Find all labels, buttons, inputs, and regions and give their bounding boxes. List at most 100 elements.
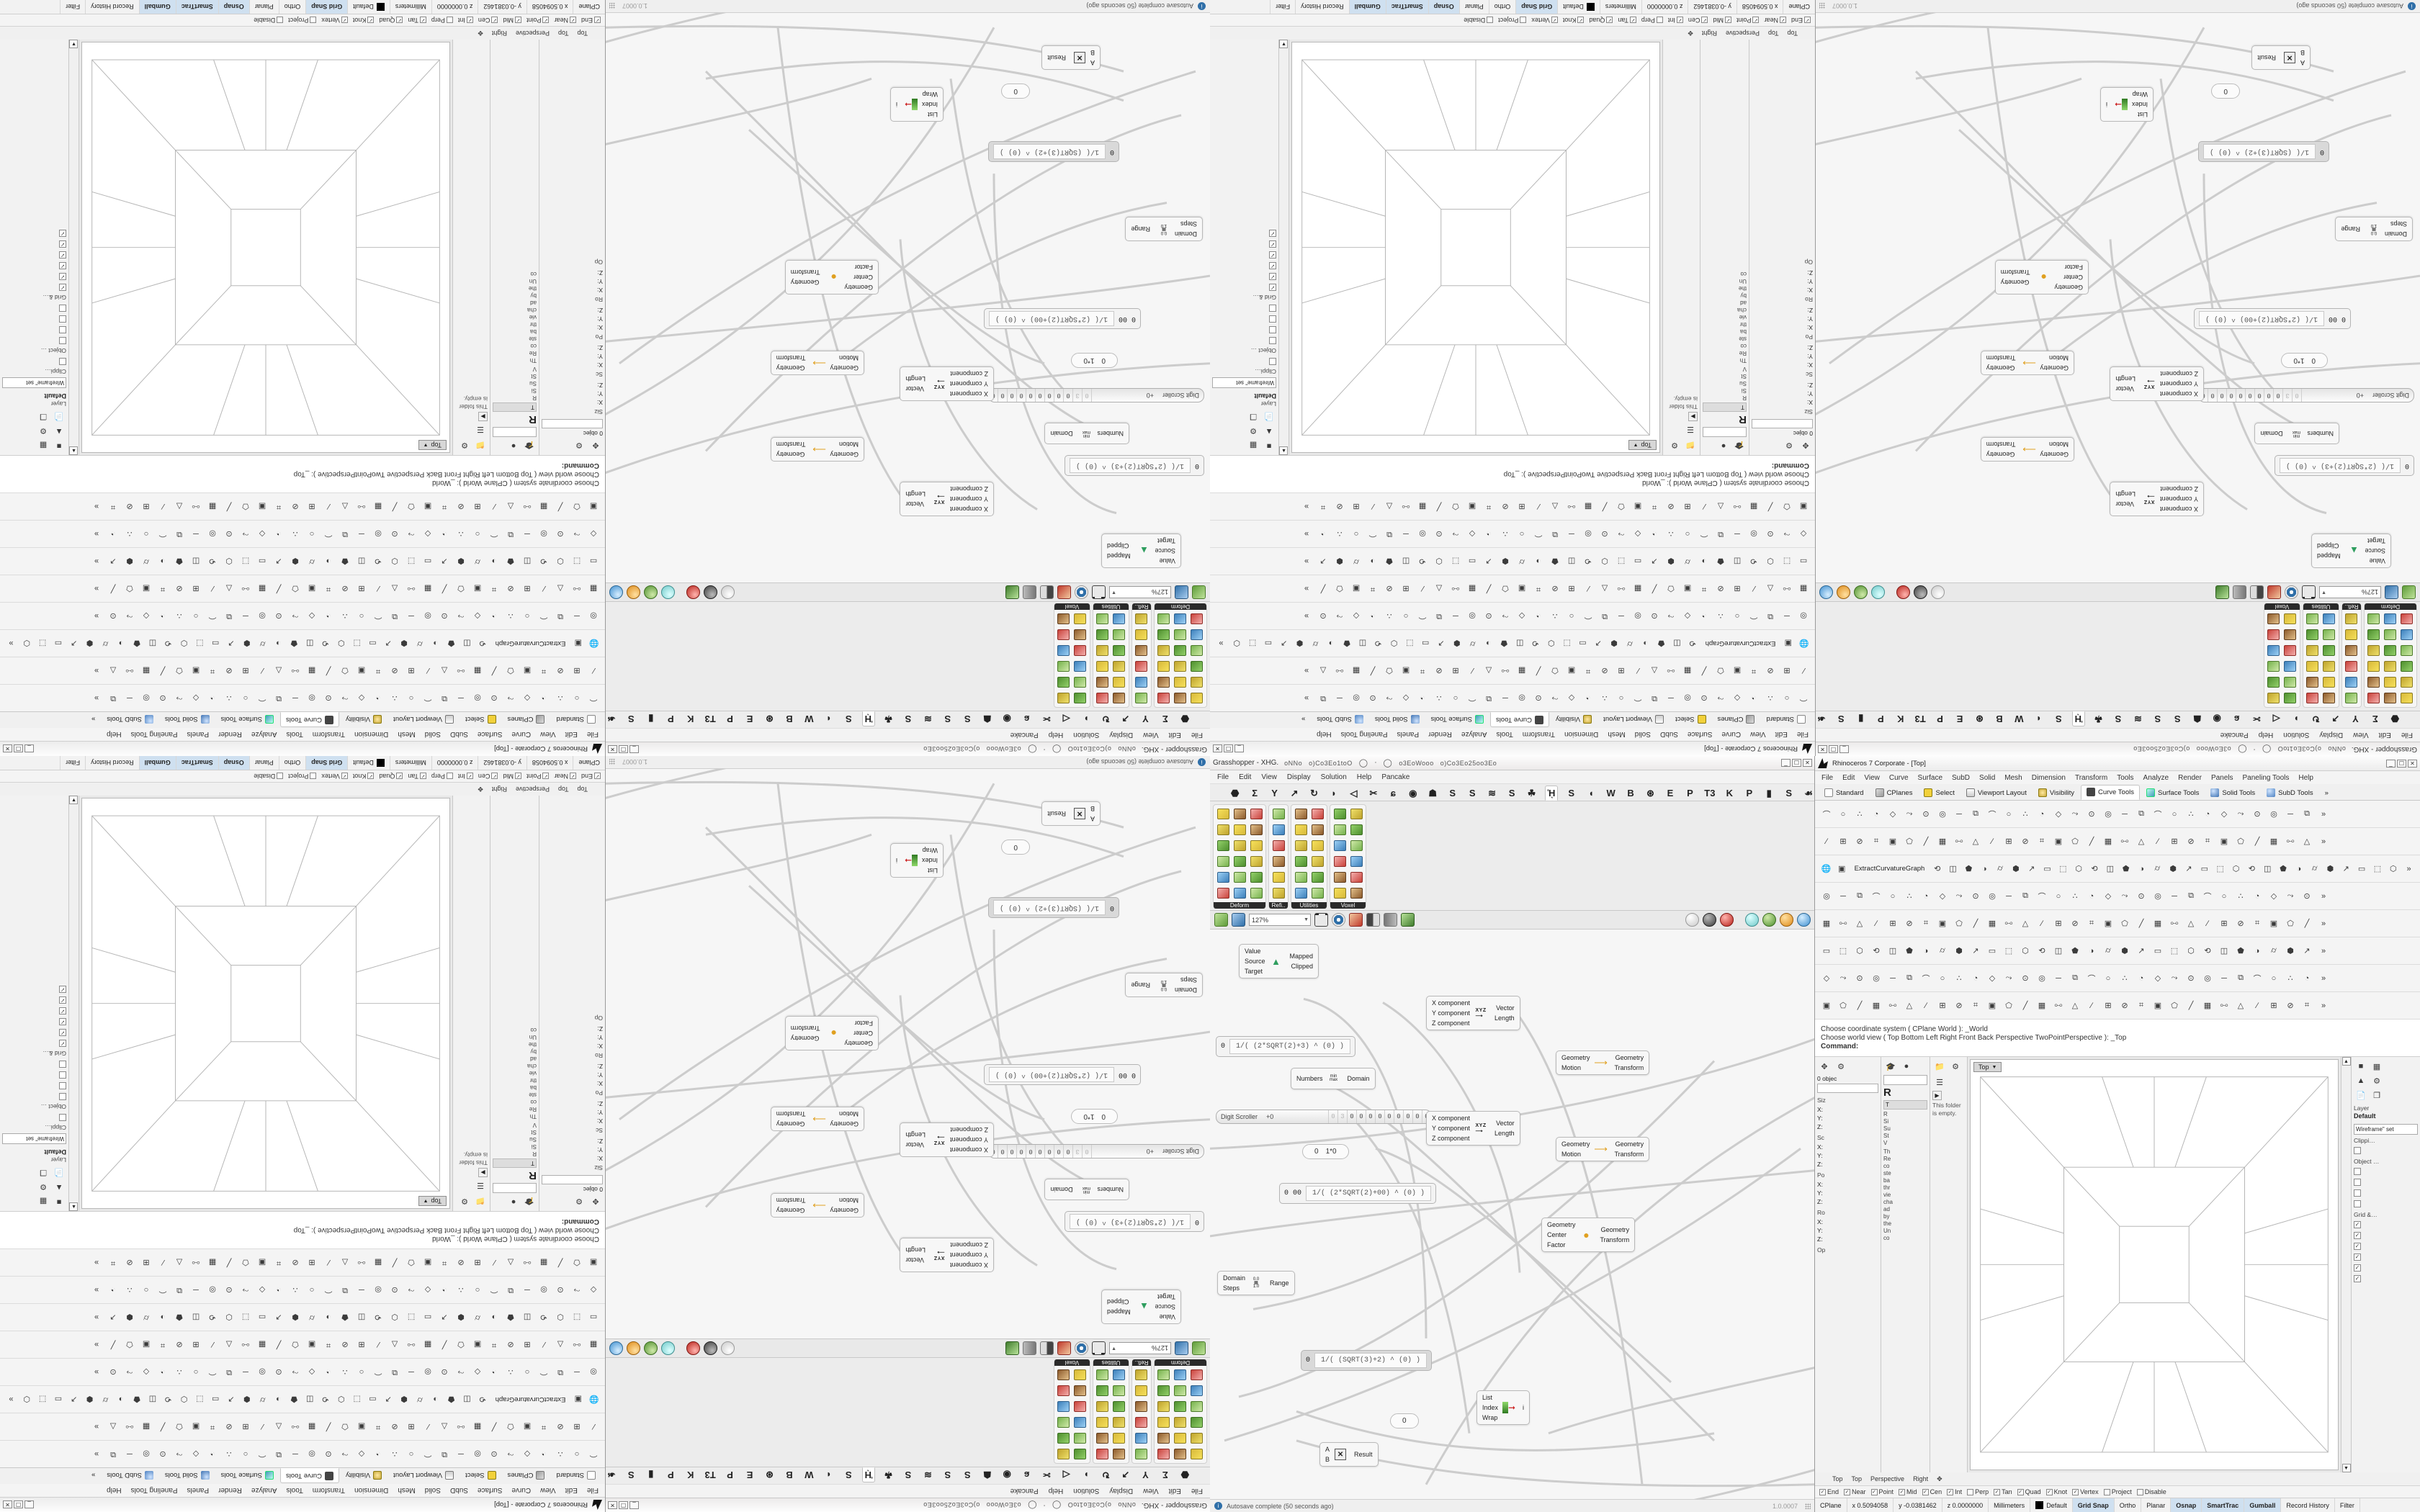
output-port[interactable]: Length	[2115, 490, 2136, 498]
resize-grip-icon[interactable]	[609, 759, 615, 765]
ribbon-component-icon[interactable]	[1156, 1415, 1172, 1430]
gh-component-vec2[interactable]: X component Y component Z component XYZ ⟶ Vec…	[900, 366, 994, 401]
toolbar-icon[interactable]: ∕	[1826, 837, 1827, 846]
toolbar-icon[interactable]: ○	[1840, 809, 1846, 819]
toolbar-icon[interactable]: ⧉	[1436, 612, 1442, 621]
zoom-level-input[interactable]: 127% ▼	[1109, 586, 1171, 598]
gh-menu-pancake[interactable]: Pancake	[2220, 731, 2249, 739]
grasshopper-tabbar[interactable]: ⬣ Σ Υ ↗ ↻ ◗ ◁ ✂ ɕ ◉ ☗ S S ≋ S ☘ ᾙ S ◖ W B ⊛ E P T3 K P ▮ S ☙	[605, 1467, 1210, 1484]
toolbar-icon[interactable]: ◇	[1939, 892, 1946, 901]
ribbon-component-icon[interactable]	[2399, 690, 2415, 706]
toolbar-icon[interactable]: ⬠	[2121, 919, 2128, 928]
toolbar-more-icon[interactable]: »	[1304, 666, 1309, 675]
toolbar-icon[interactable]: ⊞	[358, 1340, 365, 1349]
toolbar-icon[interactable]: ◎	[474, 1449, 481, 1458]
toolbar-more-icon[interactable]: »	[1304, 611, 1309, 621]
toolbar-icon[interactable]: ↗	[441, 1313, 448, 1321]
toolbar-icon[interactable]: ◎	[424, 1367, 431, 1376]
menu-hamburger-icon[interactable]: ☰	[477, 425, 484, 434]
toolbar-icon[interactable]: △	[2303, 837, 2311, 846]
expr-input-label[interactable]: 0	[1131, 1071, 1136, 1079]
rhino-toolbar-row-2[interactable]: ∕ ⊞ ⊘ ⌗ ▣ ⬠ ╱ ▦ ⧟ △ ∕ ⊞ ⊘ ⌗ ▣ ⬠ ╱ ▦ ⧟ △ ∕ ⊞ ⊘ ⌗ ▣ ⬠ ╱ ▦ ⧟ △»	[0, 1413, 605, 1440]
toolbar-icon[interactable]: ⬡	[2075, 865, 2083, 873]
toolbar-icon[interactable]: ◔	[1370, 611, 1376, 621]
toolbar-icon[interactable]: ◇	[524, 1449, 531, 1458]
toolbar-icon[interactable]: ⟲	[209, 1313, 216, 1321]
output-port[interactable]: Geometry	[776, 1120, 805, 1128]
toolbar-icon[interactable]: ⬟	[1551, 557, 1559, 565]
toolbar-icon[interactable]: ⬚	[407, 557, 416, 565]
scroller-digit[interactable]: 0	[2246, 389, 2255, 402]
ribbon-component-icon[interactable]	[2282, 690, 2298, 706]
grasshopper-ribbon[interactable]: Deform Refi.. Utilities Voxel	[1815, 601, 2420, 711]
gumball-icon[interactable]: ✥	[1821, 1062, 1828, 1071]
toolbar-icon[interactable]: ○	[2056, 891, 2061, 901]
toolbar-icon[interactable]: ◫	[463, 639, 471, 647]
toolbar-icon[interactable]: ⊘	[176, 584, 183, 593]
checkbox-checked[interactable]: ✓	[59, 1018, 66, 1026]
chevron-down-icon[interactable]: ▼	[423, 1198, 429, 1204]
toolbar-icon[interactable]: ╱	[442, 584, 447, 593]
toolbar-icon[interactable]: ⊙	[1485, 611, 1492, 620]
input-port[interactable]: Geometry	[830, 364, 859, 372]
toolbar-icon[interactable]: ◔	[1486, 529, 1492, 539]
gh-component-mult2[interactable]: A B ✕ Result	[1041, 801, 1101, 826]
ribbon-group-voxel[interactable]: Voxel	[1054, 603, 1090, 708]
toolbar-icon[interactable]: ⬚	[2059, 865, 2067, 873]
osnap-point[interactable]: ✓ Point	[1870, 1488, 1894, 1495]
toolbar-icon[interactable]: ⬡	[1856, 947, 1863, 955]
toolbar-icon[interactable]: ◑	[433, 639, 439, 648]
osnap-checkbox[interactable]	[1967, 1488, 1974, 1495]
toolbar-icon[interactable]: ⊙	[391, 1285, 398, 1294]
toolbar-icon[interactable]: ∴	[226, 693, 232, 702]
scroll-down-button[interactable]: ▼	[1279, 40, 1289, 48]
toolbar-icon[interactable]: ◎	[209, 529, 216, 538]
toolbar-icon[interactable]: ⊙	[1767, 529, 1774, 538]
toolbar-icon[interactable]: ╱	[1652, 584, 1657, 593]
status-toggle-gumball[interactable]: Gumball	[138, 756, 176, 770]
toolbar-icon[interactable]: ⤳	[1783, 530, 1791, 539]
scroller-digit[interactable]: 0	[2274, 389, 2283, 402]
toolbar-icon[interactable]: ⊙	[1601, 529, 1608, 538]
toolbar-icon[interactable]: ◇	[2154, 974, 2161, 983]
rhino-menu-paneling-tools[interactable]: Paneling Tools	[1340, 730, 1388, 739]
vptab-3[interactable]: Right	[491, 786, 507, 793]
output-port[interactable]: Geometry	[2000, 279, 2030, 286]
gh-tab-17[interactable]: S	[845, 714, 852, 724]
toolbar-icon[interactable]: ∕	[2207, 919, 2208, 928]
gh-menu-help[interactable]: Help	[1356, 773, 1372, 781]
ribbon-component-icon[interactable]	[1189, 643, 1205, 658]
toolbar-icon[interactable]: ⧉	[2238, 973, 2244, 982]
toolbar-icon[interactable]: ⌒	[1822, 810, 1831, 819]
toolbar-icon[interactable]: ─	[1784, 611, 1790, 621]
status-toggle-planar[interactable]: Planar	[1458, 0, 1489, 14]
gh-component-item1[interactable]: List Index Wrap ➞ i	[2099, 87, 2154, 122]
expr-input-label[interactable]: 0	[1194, 1218, 1199, 1225]
number-input-label[interactable]: 0	[1101, 1112, 1106, 1120]
checkbox-checked[interactable]: ✓	[59, 251, 66, 259]
toolbar-icon[interactable]: ⧟	[241, 1341, 250, 1349]
output-port[interactable]: Geometry	[790, 1035, 820, 1042]
gh-tab-11[interactable]: S	[1449, 788, 1456, 798]
scroll-down-button[interactable]: ▼	[69, 796, 79, 804]
toolbar-icon[interactable]: ◫	[1673, 639, 1681, 647]
toolbar-icon[interactable]: ⊘	[176, 1340, 183, 1349]
toolbar-icon[interactable]: ⊘	[1435, 666, 1443, 675]
toolbar-icon[interactable]: ↗	[1972, 947, 1979, 955]
grasshopper-toolbar[interactable]: 127% ▼	[1815, 582, 2420, 601]
gh-tab-23[interactable]: P	[1687, 788, 1693, 798]
rhino-menu-edit[interactable]: Edit	[1775, 730, 1788, 739]
toolbar-icon[interactable]: ◇	[1634, 529, 1641, 538]
toolbar-icon[interactable]: ▦	[1418, 502, 1427, 510]
toolbar-icon[interactable]: ⬠	[457, 1340, 465, 1349]
osnap-checkbox[interactable]: ✓	[542, 17, 550, 24]
gh-tab-29[interactable]: ☙	[1817, 714, 1826, 725]
scroller-digit[interactable]: 0	[1394, 1110, 1403, 1123]
ribbon-component-icon[interactable]	[1156, 690, 1172, 706]
ribbon-component-icon[interactable]	[1173, 1399, 1188, 1414]
scroller-digit[interactable]: 0	[1384, 1110, 1394, 1123]
toolbar-icon[interactable]: ⊘	[126, 1258, 133, 1266]
toolbar-icon[interactable]: ▭	[1421, 639, 1430, 647]
toolbar-icon[interactable]: ⌗	[160, 1341, 166, 1349]
toolbar-icon[interactable]: ⧉	[392, 612, 398, 621]
